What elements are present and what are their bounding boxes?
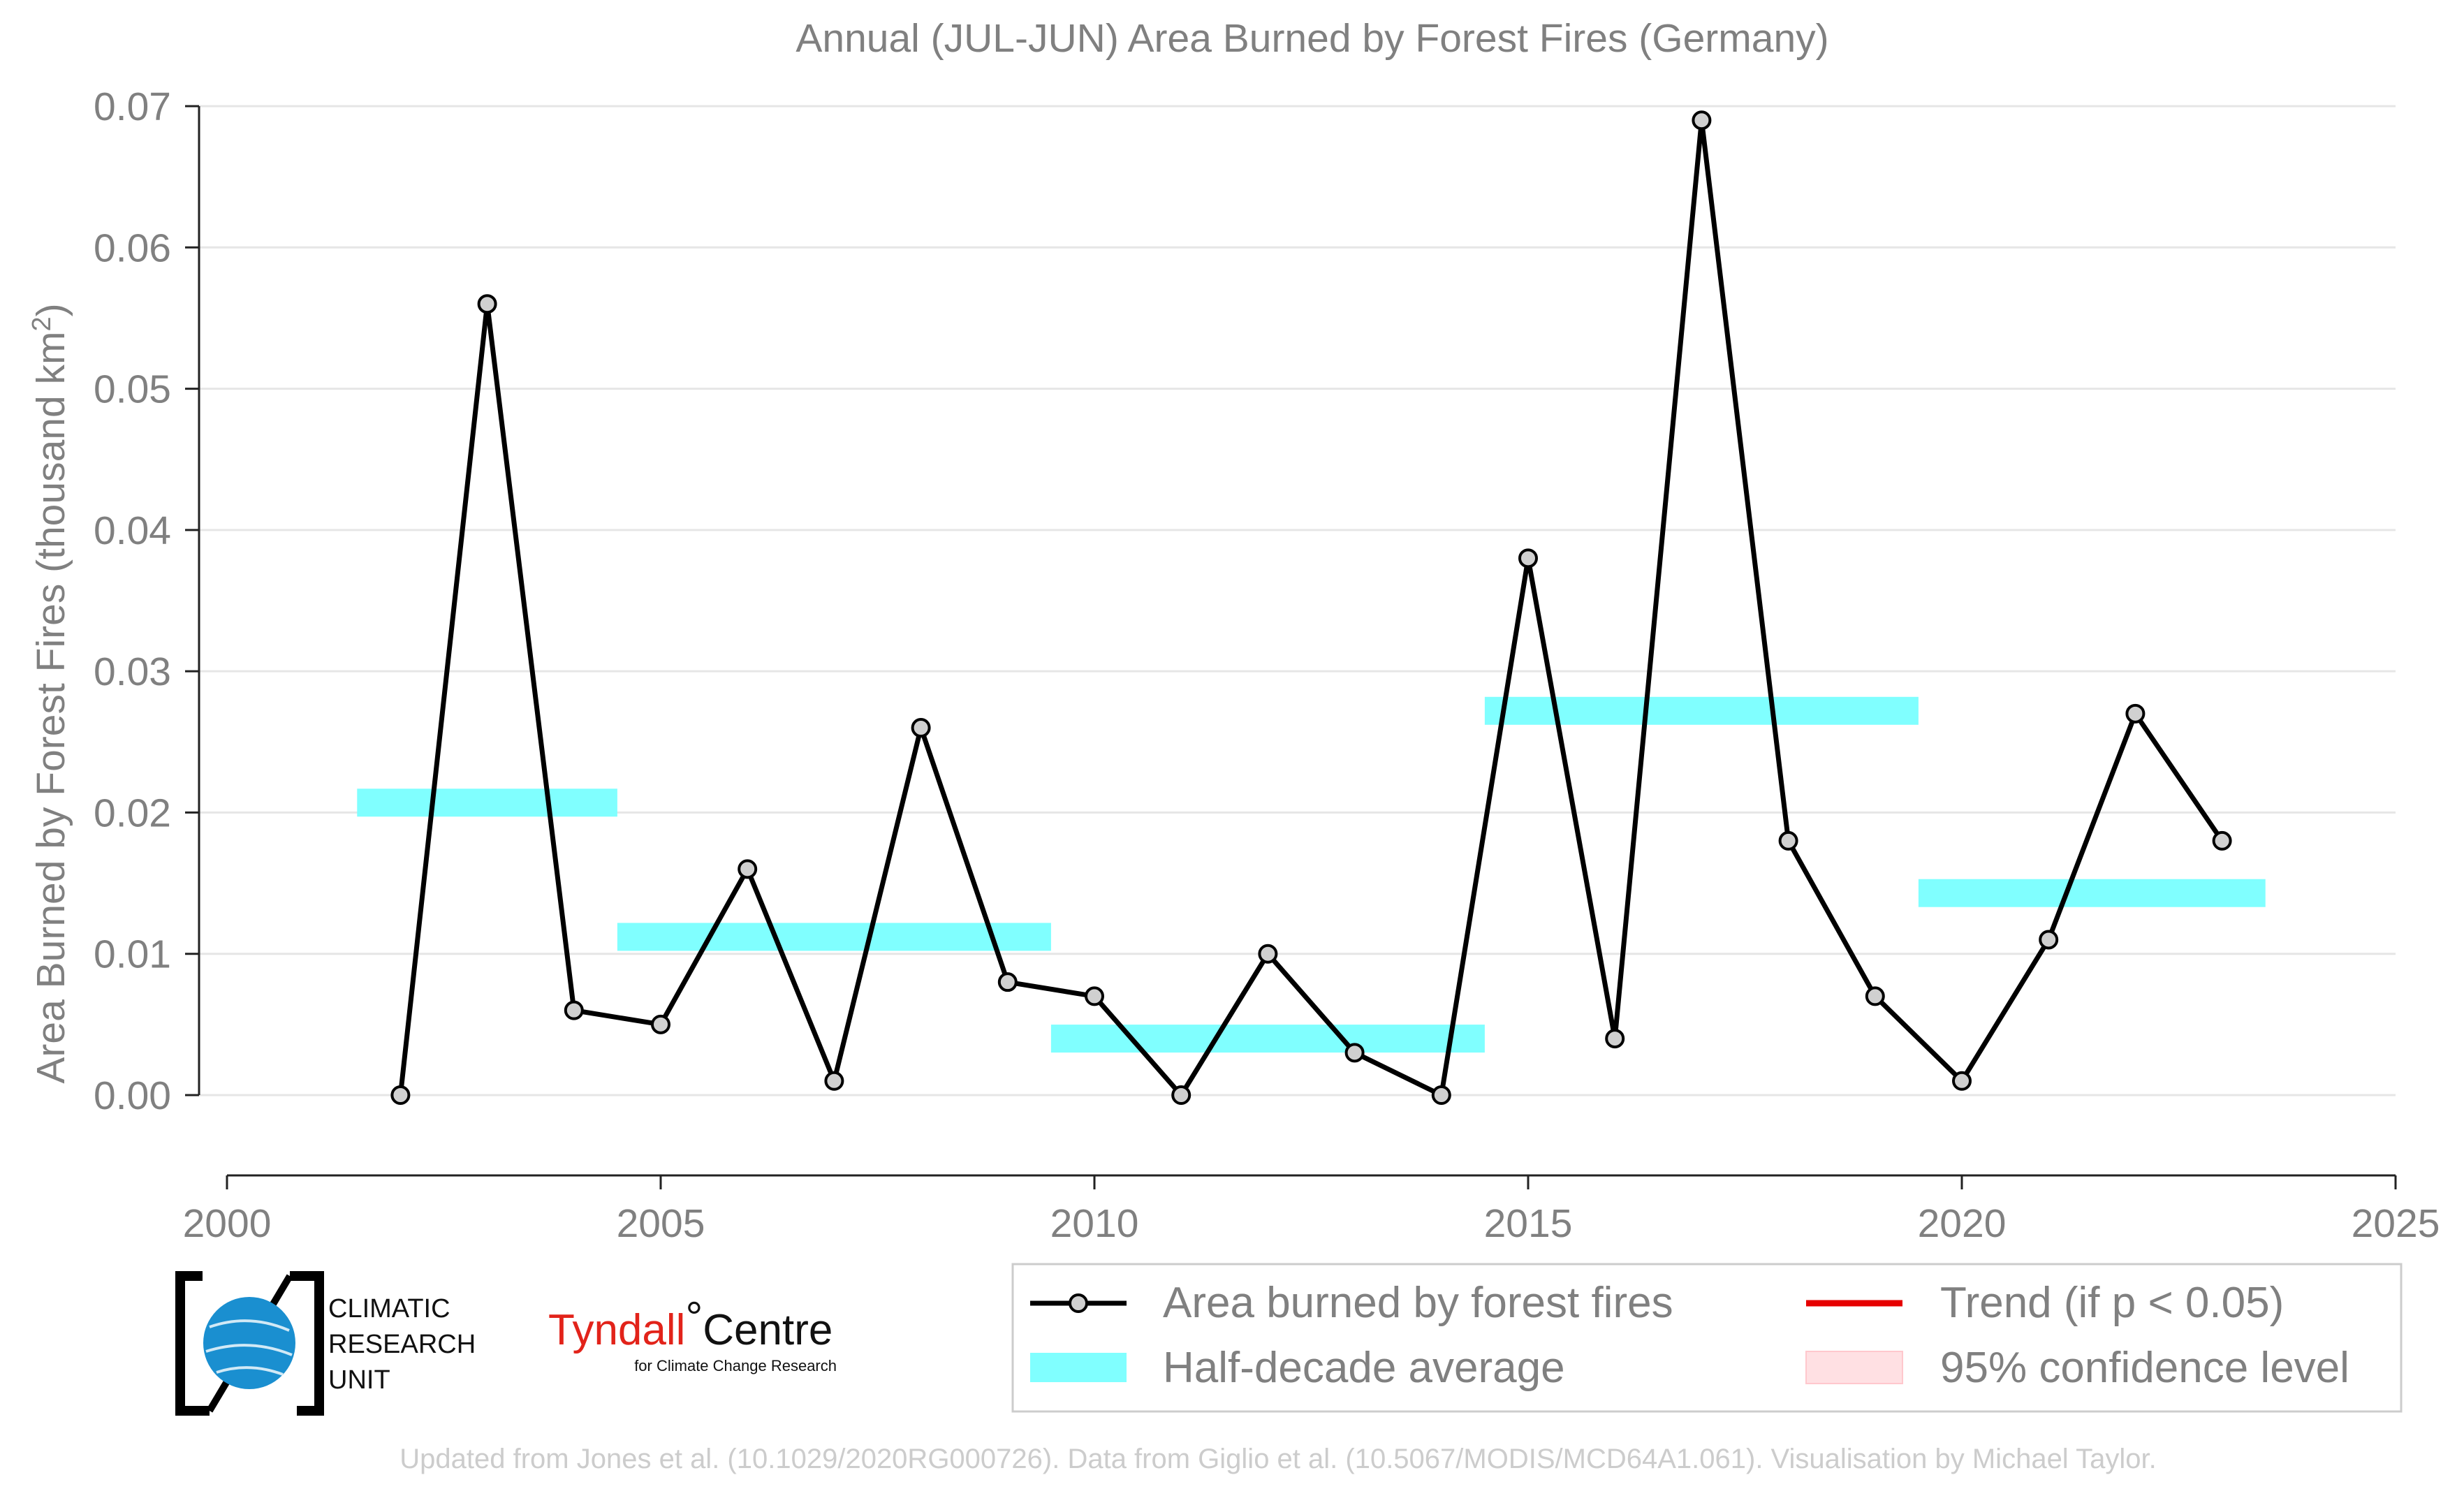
data-point-2017 (1692, 110, 1712, 131)
series-area-burned (390, 110, 2232, 1105)
tyndall-degree: ° (685, 1293, 703, 1342)
data-point-2005 (651, 1014, 670, 1034)
data-point-2007 (824, 1071, 844, 1091)
x-tick-label: 2025 (2352, 1201, 2440, 1246)
half-decade-bar-5 (1918, 879, 2266, 907)
y-tick-label: 0.00 (94, 1073, 171, 1118)
x-tick-label: 2000 (183, 1201, 272, 1246)
legend: Area burned by forest fires Trend (if p … (1011, 1263, 2403, 1413)
x-tick-label: 2005 (617, 1201, 705, 1246)
y-tick-label: 0.07 (94, 85, 171, 129)
data-point-2015 (1518, 548, 1538, 569)
cru-globe-icon (203, 1297, 295, 1389)
cru-bracket-left (175, 1271, 210, 1416)
series-line (397, 117, 2224, 1098)
y-axis-label-suffix: ) (29, 303, 73, 316)
tyndall-word-black: Centre (703, 1306, 833, 1354)
data-point-2013 (1344, 1043, 1365, 1063)
axes (185, 105, 2397, 1189)
cru-logo: CLIMATIC RESEARCH UNIT (175, 1271, 476, 1416)
tyndall-word-red: Tyndall (548, 1306, 685, 1354)
legend-marker-area-burned (1069, 1293, 1088, 1313)
legend-label-confidence: 95% confidence level (1940, 1344, 2349, 1392)
legend-frame (1011, 1263, 2403, 1413)
cru-globe-lines (205, 1319, 293, 1376)
half-decade-average-bars (357, 696, 2266, 1053)
chart-title: Annual (JUL-JUN) Area Burned by Forest F… (795, 16, 1828, 61)
data-point-2008 (911, 718, 931, 738)
gridlines (199, 105, 2396, 1096)
tyndall-logo: Tyndall°Centre for Climate Change Resear… (548, 1293, 837, 1374)
data-point-2018 (1778, 830, 1798, 851)
y-tick-label: 0.06 (94, 226, 171, 270)
half-decade-bar-2 (617, 923, 1051, 951)
legend-label-half-decade: Half-decade average (1163, 1344, 1565, 1392)
data-point-2004 (564, 1000, 584, 1020)
x-tick-label: 2015 (1484, 1201, 1573, 1246)
data-point-2023 (2212, 830, 2232, 851)
legend-swatch-half-decade (1030, 1353, 1127, 1382)
footer-credits: Updated from Jones et al. (10.1029/2020R… (399, 1444, 2156, 1474)
data-point-2014 (1431, 1085, 1451, 1105)
data-point-2003 (477, 294, 497, 314)
cru-text-line-3: UNIT (328, 1365, 390, 1395)
y-tick-label: 0.04 (94, 508, 171, 553)
tyndall-wordmark: Tyndall°Centre (548, 1293, 833, 1354)
tyndall-subtitle: for Climate Change Research (634, 1357, 837, 1374)
half-decade-bar-4 (1484, 696, 1919, 725)
data-point-2011 (1171, 1085, 1191, 1105)
y-axis-label: Area Burned by Forest Fires (thousand km… (27, 303, 73, 1083)
data-point-2012 (1258, 944, 1278, 964)
legend-label-trend: Trend (if p < 0.05) (1940, 1279, 2284, 1327)
data-point-2022 (2125, 703, 2146, 724)
data-point-2019 (1865, 986, 1885, 1006)
cru-text-line-2: RESEARCH (328, 1330, 476, 1359)
data-point-2021 (2039, 930, 2059, 950)
legend-label-area-burned: Area burned by forest fires (1163, 1279, 1673, 1327)
y-tick-label: 0.05 (94, 367, 171, 412)
x-tick-label: 2010 (1050, 1201, 1139, 1246)
data-point-2020 (1952, 1071, 1972, 1091)
y-tick-label: 0.02 (94, 791, 171, 835)
data-point-2016 (1605, 1029, 1625, 1049)
data-point-2010 (1085, 986, 1104, 1006)
cru-text-line-1: CLIMATIC (328, 1294, 450, 1323)
cru-bracket-right (290, 1271, 324, 1416)
x-tick-label: 2020 (1918, 1201, 2007, 1246)
data-point-2006 (738, 859, 758, 879)
y-tick-label: 0.03 (94, 650, 171, 694)
data-point-2002 (390, 1085, 411, 1105)
y-tick-label: 0.01 (94, 932, 171, 977)
tick-labels: 0.00 0.01 0.02 0.03 0.04 0.05 0.06 0.07 2000 2005… (94, 85, 2440, 1246)
half-decade-bar-1 (357, 788, 617, 817)
legend-swatch-confidence (1805, 1351, 1903, 1384)
y-axis-label-prefix: Area Burned by Forest Fires (thousand km (29, 331, 73, 1083)
y-axis-label-superscript: 2 (27, 316, 57, 331)
half-decade-bar-3 (1050, 1025, 1485, 1053)
data-point-2009 (997, 972, 1018, 992)
